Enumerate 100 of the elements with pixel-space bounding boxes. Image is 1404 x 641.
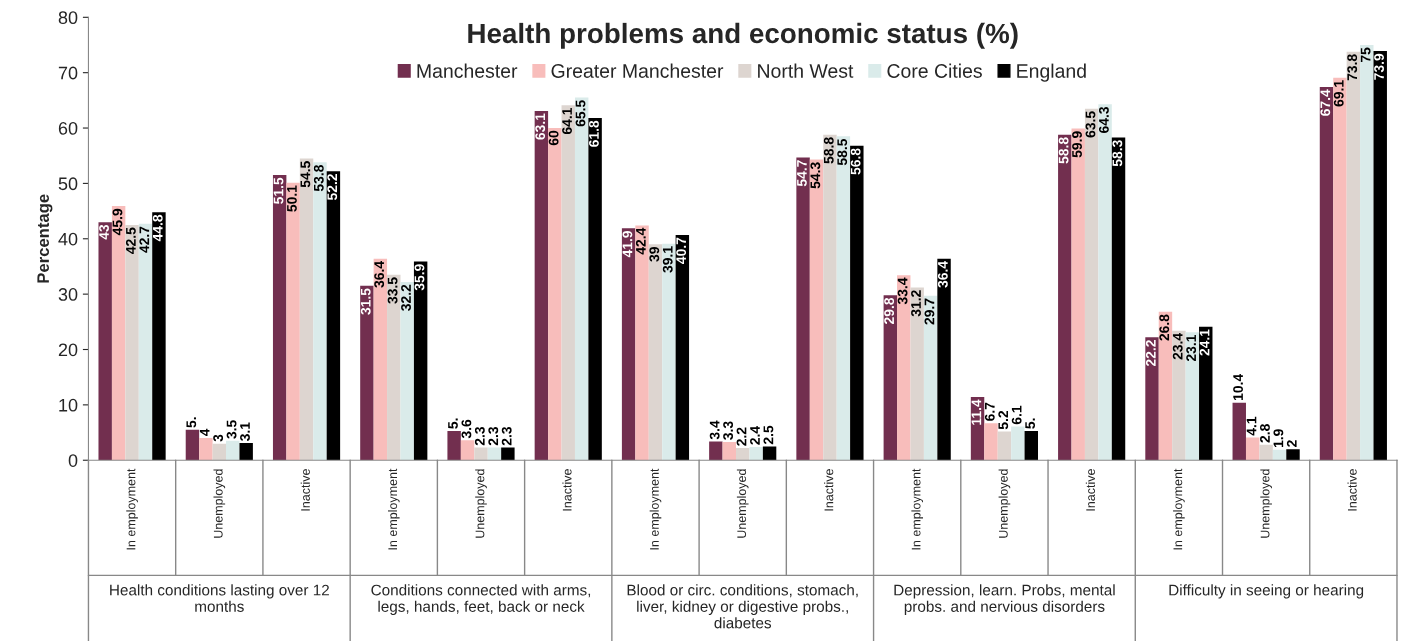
data-label: 64.1 <box>562 107 572 135</box>
x-tick-label: In employment <box>1173 468 1185 550</box>
data-label: 73.9 <box>1374 53 1384 80</box>
data-label: 23.4 <box>1172 332 1183 360</box>
x-tick-label: Inactive <box>562 469 572 511</box>
data-label: 58.8 <box>1058 137 1069 164</box>
bar <box>373 258 388 461</box>
x-tick-label: Unemployed <box>736 469 749 538</box>
data-label: 59.9 <box>1072 131 1082 158</box>
data-label: 42.7 <box>139 226 150 253</box>
bar <box>98 222 112 461</box>
data-label: 2 <box>1286 440 1297 447</box>
bar <box>1172 330 1186 461</box>
bar <box>1011 426 1025 461</box>
bar <box>387 274 401 461</box>
data-label: 31.5 <box>360 288 371 315</box>
bar <box>709 441 723 461</box>
bar <box>796 157 810 461</box>
bar <box>588 118 602 461</box>
data-label: 40.7 <box>676 237 687 264</box>
bar <box>997 431 1012 461</box>
data-label: 43 <box>99 224 109 240</box>
bar <box>138 223 153 461</box>
data-label: 42.4 <box>635 227 646 255</box>
bar <box>548 128 562 461</box>
legend-label: Greater Manchester <box>551 63 724 78</box>
data-label: 36.4 <box>374 260 385 288</box>
bar <box>1259 444 1273 461</box>
bar <box>501 447 515 461</box>
y-tick-label: 0 <box>68 454 78 467</box>
bar <box>1360 44 1374 461</box>
data-label: 2.3 <box>488 426 499 446</box>
data-label: 3 <box>213 434 224 442</box>
data-label: 39.1 <box>662 246 673 273</box>
bar <box>1024 430 1039 461</box>
data-label: 39 <box>649 247 660 262</box>
data-label: 61.8 <box>589 120 599 147</box>
data-label: 41.9 <box>622 230 633 258</box>
bar <box>1373 51 1387 461</box>
bar <box>923 295 938 461</box>
bar <box>447 430 461 461</box>
x-tick-label: Inactive <box>1085 469 1096 511</box>
data-label: 75 <box>1360 47 1371 63</box>
bar <box>836 136 851 461</box>
data-label: 29.7 <box>924 298 935 325</box>
data-label: 58.5 <box>837 138 848 166</box>
data-label: 5. <box>448 418 458 429</box>
data-label: 2.2 <box>736 427 747 446</box>
data-label: 3.1 <box>240 422 250 441</box>
bar <box>111 206 126 461</box>
bar <box>883 295 898 461</box>
x-tick-label: In employment <box>387 468 400 550</box>
data-label: 3.4 <box>709 420 720 440</box>
data-label: 42.5 <box>125 227 136 254</box>
bar <box>1333 77 1347 461</box>
data-label: 58.3 <box>1112 140 1123 167</box>
x-tick-label: Unemployed <box>998 469 1011 538</box>
data-label: 31.2 <box>911 290 921 317</box>
data-label: 6.1 <box>1011 405 1022 425</box>
y-tick-label: 60 <box>58 121 78 135</box>
data-label: 2.3 <box>501 426 512 446</box>
data-label: 64.3 <box>1098 106 1109 133</box>
data-label: 2.8 <box>1260 424 1270 443</box>
data-label: 11.4 <box>971 399 982 425</box>
data-label: 67.4 <box>1320 89 1331 116</box>
y-tick-label: 50 <box>58 177 78 191</box>
data-label: 54.5 <box>300 161 311 188</box>
bar <box>400 281 414 461</box>
x-tick-label: Unemployed <box>213 469 226 538</box>
x-tick-label: Unemployed <box>475 469 487 538</box>
data-label: 50.1 <box>287 185 297 212</box>
bar <box>1199 326 1213 461</box>
bar <box>1084 108 1099 461</box>
bar <box>286 182 300 461</box>
bar <box>1111 137 1126 461</box>
bar <box>199 438 213 461</box>
y-tick-label: 10 <box>59 398 78 412</box>
bar <box>474 447 488 461</box>
data-label: 63.1 <box>535 113 546 140</box>
data-label: 33.4 <box>897 277 908 305</box>
data-label: 5. <box>186 417 197 428</box>
data-label: 32.2 <box>401 284 411 311</box>
legend-label: Core Cities <box>887 63 982 78</box>
chart-title: Health problems and economic status (%) <box>468 22 1018 49</box>
text: Blood or circ. conditions, stomach, liver, kidney or digestive probs., diabetes <box>627 584 858 629</box>
bar <box>648 244 663 461</box>
bar <box>326 171 341 461</box>
bar <box>1319 87 1334 461</box>
x-tick-label: In employment <box>911 468 924 550</box>
bar <box>1158 311 1173 461</box>
data-label: 10.4 <box>1233 373 1243 401</box>
data-label: 1.9 <box>1273 429 1284 448</box>
data-label: 24.1 <box>1199 329 1210 356</box>
bar <box>1272 449 1287 461</box>
data-label: 63.5 <box>1085 111 1096 138</box>
data-label: 58.8 <box>823 137 834 164</box>
bar <box>762 446 777 461</box>
bar <box>910 287 924 461</box>
data-label: 3.6 <box>461 419 472 439</box>
data-label: 54.7 <box>797 160 807 187</box>
